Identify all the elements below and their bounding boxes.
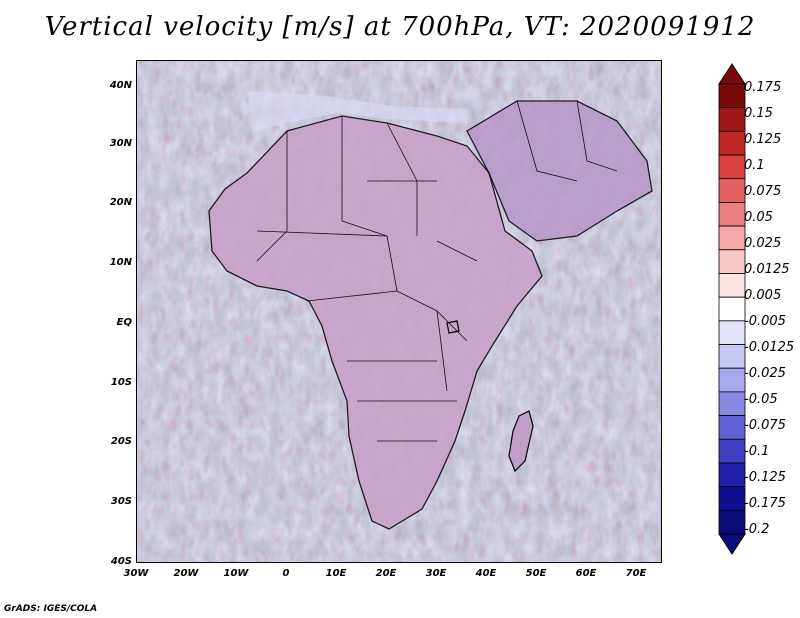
colorbar-band [718, 273, 746, 298]
arabian-peninsula [466, 100, 653, 242]
colorbar-band [718, 509, 746, 535]
lat-label-40n: 40N [109, 80, 132, 91]
colorbar-label-0025: 0.025 [744, 236, 782, 251]
colorbar-band [718, 320, 746, 345]
colorbar-label-neg0125: -0.125 [744, 470, 786, 485]
colorbar-label-neg0175: -0.175 [744, 496, 786, 511]
colorbar-label-neg00125: -0.0125 [744, 340, 795, 355]
colorbar-band [718, 296, 746, 322]
madagascar [508, 410, 534, 473]
lon-label-0: 0 [282, 568, 290, 579]
colorbar-label-neg0005: -0.005 [744, 314, 786, 329]
lon-label-10e: 10E [325, 568, 347, 579]
grads-credit: GrADS: IGES/COLA [4, 604, 98, 614]
map-panel [136, 60, 662, 563]
colorbar-label-neg0025: -0.025 [744, 366, 786, 381]
lat-label-10s: 10S [110, 377, 132, 388]
mediterranean-sea [247, 91, 467, 131]
lat-label-30s: 30S [110, 496, 132, 507]
velocity-field [137, 61, 661, 562]
lon-label-10w: 10W [223, 568, 249, 579]
lon-label-40e: 40E [475, 568, 497, 579]
lat-label-30n: 30N [109, 138, 132, 149]
colorbar-label-015: 0.15 [744, 106, 773, 121]
lat-label-20s: 20S [110, 436, 132, 447]
africa-landmass [208, 115, 543, 530]
colorbar-band [718, 130, 746, 156]
colorbar-label-0075: 0.075 [744, 184, 782, 199]
lon-label-20w: 20W [173, 568, 199, 579]
colorbar-band [718, 391, 746, 416]
colorbar-label-00125: 0.0125 [744, 262, 790, 277]
colorbar-label-005: 0.05 [744, 210, 773, 225]
colorbar-top-arrow [718, 63, 746, 85]
lat-label-20n: 20N [109, 197, 132, 208]
colorbar-label-neg005: -0.05 [744, 392, 778, 407]
colorbar-band [718, 462, 746, 488]
colorbar-band [718, 249, 746, 274]
colorbar-band [718, 202, 746, 227]
lon-label-20e: 20E [375, 568, 397, 579]
colorbar [718, 63, 746, 555]
colorbar-band [718, 486, 746, 511]
colorbar-band [718, 367, 746, 393]
colorbar-label-neg01: -0.1 [744, 444, 770, 459]
lon-label-50e: 50E [525, 568, 547, 579]
lon-label-70e: 70E [625, 568, 647, 579]
lon-label-30w: 30W [123, 568, 149, 579]
colorbar-band [718, 415, 746, 440]
colorbar-band [718, 178, 746, 203]
colorbar-label-0005: 0.005 [744, 288, 782, 303]
lat-label-eq: EQ [116, 317, 132, 328]
colorbar-band [718, 438, 746, 464]
lon-label-30e: 30E [425, 568, 447, 579]
colorbar-band [718, 225, 746, 251]
colorbar-label-0175: 0.175 [744, 80, 782, 95]
lat-label-10n: 10N [109, 257, 132, 268]
colorbar-bottom-arrow [718, 533, 746, 555]
colorbar-label-neg02: -0.2 [744, 522, 770, 537]
colorbar-label-0125: 0.125 [744, 132, 782, 147]
colorbar-band [718, 154, 746, 180]
colorbar-label-neg0075: -0.075 [744, 418, 786, 433]
colorbar-band [718, 83, 746, 109]
lake-victoria [446, 320, 460, 334]
lon-label-60e: 60E [575, 568, 597, 579]
colorbar-label-01: 0.1 [744, 158, 765, 173]
lat-label-40s: 40S [110, 556, 132, 567]
map-title: Vertical velocity [m/s] at 700hPa, VT: 2… [44, 12, 756, 42]
colorbar-band [718, 107, 746, 132]
colorbar-band [718, 344, 746, 369]
